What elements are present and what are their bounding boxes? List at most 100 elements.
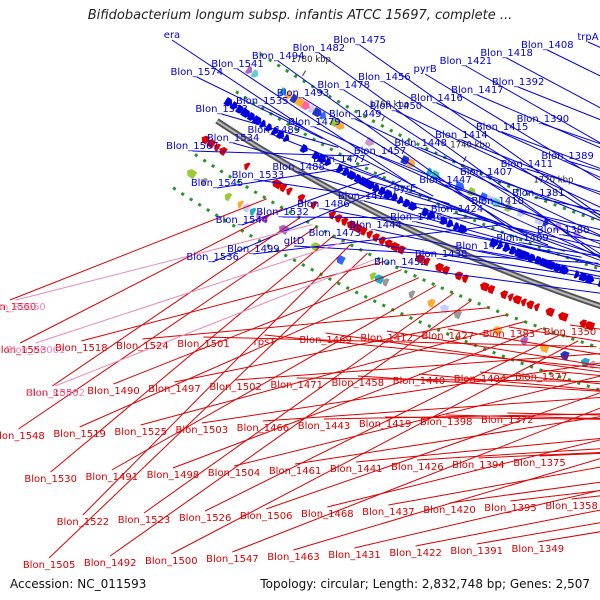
leader-line (476, 522, 600, 545)
reverse-gene (500, 290, 509, 300)
reverse-gene (352, 223, 363, 234)
cog-feature-inner (255, 211, 263, 220)
leader-line (356, 437, 600, 463)
cog-feature-outer (335, 120, 345, 130)
leader-line (302, 97, 532, 240)
leader-line (447, 328, 600, 355)
leader-line (354, 489, 600, 549)
gene-label: Blon_1427 (422, 331, 475, 342)
leader-line (517, 86, 600, 121)
leader-line (201, 362, 600, 424)
gene-label: Blon_1448 (394, 138, 447, 149)
leader-line (264, 334, 600, 369)
gene-label: Blon_1491 (86, 472, 139, 483)
gene-label: Blon_1499 (227, 244, 280, 255)
gene-label: Blon_1443 (298, 421, 351, 432)
forward-gene (316, 153, 327, 164)
gene-label: Blon_1475 (333, 35, 386, 46)
dotted-track-2 (235, 90, 600, 271)
gene-label: Blon_1522 (57, 517, 110, 528)
reverse-gene (286, 187, 293, 196)
forward-gene (457, 224, 468, 234)
gene-label: Blon_1375 (513, 458, 566, 469)
leader-line (298, 171, 565, 252)
leader-line (294, 245, 599, 264)
forward-gene (496, 240, 504, 250)
cog-feature-inner (374, 274, 385, 285)
leader-line (257, 179, 466, 212)
reverse-gene (579, 319, 587, 329)
gene-label: Blon_1560 (0, 302, 36, 313)
leader-line (241, 172, 386, 226)
gene-label: Blon_1441 (330, 464, 383, 475)
gene-label: Blon_1411 (501, 159, 554, 170)
forward-gene (223, 97, 233, 107)
forward-gene (558, 265, 569, 275)
tick-mark (381, 115, 386, 122)
leader-line (109, 300, 472, 557)
leader-line (171, 39, 308, 131)
forward-gene (239, 107, 251, 118)
leader-line (203, 336, 597, 348)
leader-line (386, 330, 600, 367)
gene-label: Blon_1415 (476, 122, 529, 133)
gene-label: Blon_1534 (207, 133, 260, 144)
gene-label: Blon_1418 (480, 48, 533, 59)
leader-line (456, 213, 600, 249)
cog-feature-inner (237, 200, 245, 209)
cog-feature-outer (307, 104, 315, 113)
cog-feature-inner (187, 169, 198, 180)
gene-label: Blon_1497 (148, 384, 201, 395)
gene-label: Blon_1394 (452, 460, 505, 471)
forward-gene (390, 192, 398, 202)
forward-gene (502, 243, 511, 253)
leader-line (436, 102, 600, 178)
cog-feature-outer (329, 116, 340, 128)
forward-gene (251, 115, 262, 126)
dotted-track-rings (172, 52, 600, 392)
gene-label: Blon_1545 (191, 178, 244, 189)
gene-label: Blon_1548 (0, 431, 45, 442)
genome-title: Bifidobacterium longum subsp. infantis A… (87, 8, 513, 23)
gene-label: pyrB (413, 64, 436, 75)
gene-label: Blon_1463 (267, 552, 320, 563)
cog-feature-inner (520, 336, 529, 346)
leader-line (334, 237, 600, 280)
leader-line (18, 226, 317, 430)
gene-label: Blon_1419 (359, 419, 412, 430)
reverse-gene (334, 214, 343, 223)
backbone-highlight (216, 120, 600, 307)
gene-label: Blon_1541 (211, 59, 264, 70)
leader-line (9, 198, 267, 301)
gene-label: Blon_1536 (186, 252, 239, 263)
gene-label: Blon_1506 (240, 511, 293, 522)
gene-label: Blon_1407 (460, 167, 513, 178)
reverse-gene (359, 226, 368, 236)
cog-feature-inner (453, 310, 463, 320)
gene-label: Blon_1492 (84, 558, 137, 569)
gene-label: Blon_1350 (544, 327, 597, 338)
gene-label: Blon_1524 (116, 341, 169, 352)
gene-label: Blon_1479 (288, 117, 341, 128)
leader-line (233, 375, 600, 467)
gene-label: rpsT (254, 337, 277, 348)
gene-label: Blon_R0061 (6, 345, 66, 356)
forward-gene (383, 189, 393, 199)
forward-gene (346, 170, 357, 180)
gene-label: Blon_1426 (391, 462, 444, 473)
cog-feature-outer (278, 87, 287, 96)
reverse-gene (520, 298, 528, 307)
leader-line (314, 126, 600, 258)
forward-gene (299, 143, 308, 153)
cog-feature-inner (224, 192, 233, 202)
forward-gene (402, 198, 411, 208)
leader-line (113, 269, 402, 385)
tick-mark (302, 70, 307, 76)
reverse-gene (487, 285, 496, 295)
forward-gene (335, 164, 344, 173)
gene-label: Blon_1349 (512, 544, 565, 555)
cog-feature-outer (244, 65, 253, 75)
leader-line (424, 73, 600, 181)
reverse-gene (558, 311, 569, 322)
